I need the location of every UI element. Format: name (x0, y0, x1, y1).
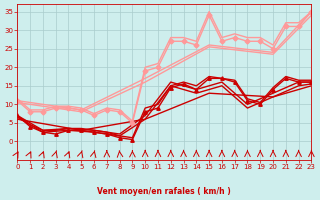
X-axis label: Vent moyen/en rafales ( km/h ): Vent moyen/en rafales ( km/h ) (98, 187, 231, 196)
